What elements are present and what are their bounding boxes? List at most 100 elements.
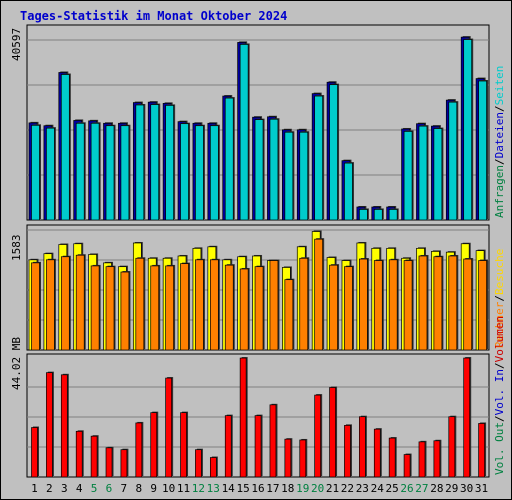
bar-dateien-day-23	[359, 209, 368, 221]
bar-rechner-day-22	[344, 266, 353, 351]
x-tick-day-31: 31	[475, 482, 488, 495]
x-tick-day-19: 19	[296, 482, 309, 495]
x-tick-day-14: 14	[222, 482, 236, 495]
x-tick-day-18: 18	[281, 482, 294, 495]
bar-dateien-day-4	[75, 122, 85, 221]
bar-rechner-day-3	[60, 256, 70, 351]
bar-rechner-day-15	[239, 268, 249, 351]
bar-volumen-day-19	[299, 439, 307, 478]
bar-volumen-day-21	[329, 387, 336, 478]
x-tick-day-17: 17	[266, 482, 279, 495]
x-tick-day-20: 20	[311, 482, 324, 495]
bar-volumen-day-1	[31, 427, 38, 478]
bar-rechner-day-9	[150, 265, 160, 351]
bar-dateien-day-8	[135, 104, 145, 221]
x-tick-day-8: 8	[135, 482, 142, 495]
x-tick-day-22: 22	[341, 482, 354, 495]
bar-dateien-day-21	[329, 84, 338, 221]
bar-dateien-day-11	[180, 123, 189, 221]
y-max-label: 44.02 MB	[10, 337, 23, 390]
bar-rechner-day-11	[180, 263, 189, 351]
x-tick-day-10: 10	[162, 482, 175, 495]
bar-dateien-day-10	[165, 105, 174, 221]
bar-dateien-day-13	[209, 125, 219, 221]
bar-rechner-day-8	[135, 257, 145, 351]
bar-rechner-day-20	[314, 238, 324, 351]
bar-dateien-day-26	[403, 131, 413, 221]
bar-rechner-day-23	[359, 258, 368, 351]
x-tick-day-23: 23	[356, 482, 369, 495]
bar-volumen-day-8	[135, 422, 143, 478]
bar-dateien-day-28	[433, 128, 443, 221]
x-tick-day-11: 11	[177, 482, 190, 495]
bar-volumen-day-6	[105, 447, 113, 478]
legend-separator: /	[493, 105, 506, 112]
x-tick-day-3: 3	[61, 482, 68, 495]
bar-dateien-day-7	[120, 125, 130, 221]
bar-dateien-day-5	[90, 122, 100, 221]
bar-rechner-day-27	[418, 255, 428, 351]
bar-rechner-day-18	[284, 279, 294, 351]
bar-rechner-day-28	[433, 256, 443, 351]
bar-volumen-day-24	[373, 428, 381, 478]
bar-dateien-day-16	[254, 119, 264, 221]
bar-dateien-day-29	[448, 101, 458, 221]
legend-item: Anfragen	[493, 165, 506, 218]
x-tick-day-2: 2	[46, 482, 53, 495]
legend-item: Besuche	[493, 249, 506, 295]
y-max-label: 1583	[10, 235, 23, 262]
bar-volumen-day-4	[75, 430, 83, 478]
legend-item: Rechner	[493, 301, 506, 348]
bar-rechner-day-14	[224, 264, 234, 351]
bar-dateien-day-24	[373, 209, 383, 221]
x-tick-day-26: 26	[400, 482, 413, 495]
bar-dateien-day-3	[60, 74, 70, 221]
bar-volumen-day-16	[254, 415, 262, 478]
bar-volumen-day-10	[165, 377, 172, 478]
bar-dateien-day-12	[195, 125, 204, 221]
bar-volumen-day-29	[448, 416, 456, 478]
legend-item: Vol. In	[493, 369, 506, 415]
bar-dateien-day-30	[463, 39, 473, 221]
bar-volumen-day-28	[433, 440, 441, 478]
bar-dateien-day-17	[269, 118, 279, 221]
bar-volumen-day-7	[120, 449, 128, 478]
x-tick-day-15: 15	[236, 482, 249, 495]
bar-rechner-day-24	[373, 260, 383, 351]
x-tick-day-13: 13	[207, 482, 220, 495]
bar-volumen-day-18	[284, 438, 292, 478]
bar-rechner-day-13	[209, 259, 219, 351]
legend-separator: /	[493, 158, 506, 165]
legend-middle: Rechner/Besuche	[493, 249, 506, 348]
chart-title: Tages-Statistik im Monat Oktober 2024	[20, 9, 287, 23]
bar-volumen-day-27	[418, 441, 426, 478]
x-tick-day-28: 28	[430, 482, 443, 495]
bar-rechner-day-30	[463, 258, 473, 351]
x-tick-day-27: 27	[415, 482, 428, 495]
bar-rechner-day-10	[165, 265, 174, 351]
bar-rechner-day-5	[90, 265, 100, 351]
x-tick-day-6: 6	[106, 482, 113, 495]
legend-item: Volumen	[493, 316, 506, 362]
bar-dateien-day-2	[46, 127, 55, 221]
bar-volumen-day-30	[463, 357, 471, 478]
bar-rechner-day-26	[403, 260, 413, 351]
legend-top: Anfragen/Dateien/Seiten	[493, 66, 506, 218]
bar-dateien-day-1	[31, 124, 40, 221]
bar-volumen-day-9	[150, 412, 158, 478]
bar-rechner-day-6	[105, 266, 115, 351]
x-tick-day-24: 24	[371, 482, 385, 495]
x-tick-day-7: 7	[121, 482, 128, 495]
x-tick-day-12: 12	[192, 482, 205, 495]
bar-volumen-day-11	[180, 412, 187, 478]
x-tick-day-1: 1	[31, 482, 38, 495]
bar-dateien-day-14	[224, 97, 234, 221]
bar-volumen-day-15	[239, 357, 247, 478]
legend-item: Seiten	[493, 66, 506, 106]
bar-volumen-day-2	[46, 372, 53, 478]
bar-rechner-day-31	[478, 260, 487, 351]
bar-volumen-day-31	[478, 423, 485, 478]
